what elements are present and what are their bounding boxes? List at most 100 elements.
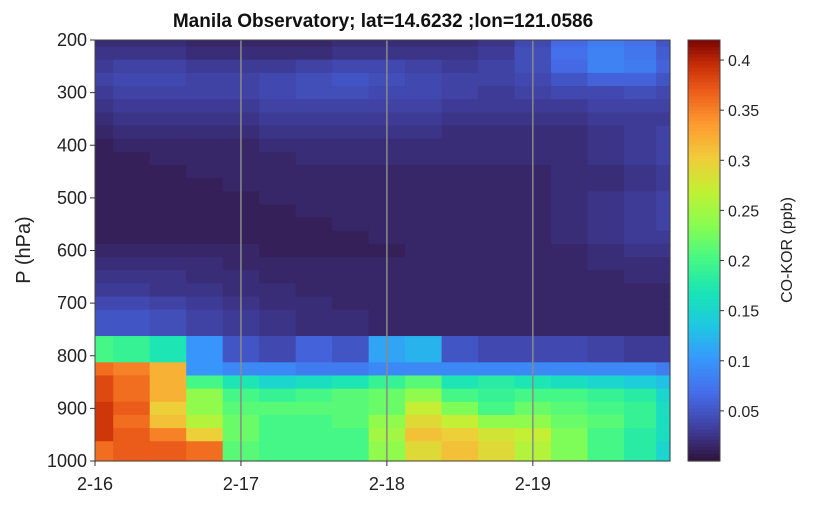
heatmap-cell — [259, 138, 297, 153]
heatmap-cell — [405, 178, 443, 192]
heatmap-cell — [295, 204, 333, 219]
colorbar-segment — [688, 232, 720, 238]
heatmap-cell — [405, 296, 443, 311]
heatmap-cell — [113, 414, 151, 429]
heatmap-cell — [441, 283, 479, 298]
heatmap-cell — [113, 99, 151, 113]
heatmap-cell — [478, 362, 516, 377]
heatmap-cell — [259, 257, 297, 271]
heatmap-cell — [332, 283, 370, 298]
heatmap-cell — [113, 204, 151, 219]
heatmap-cell — [587, 309, 625, 324]
heatmap-cell — [587, 349, 625, 363]
heatmap-cell — [259, 454, 297, 462]
heatmap-cell — [295, 362, 333, 377]
heatmap-cell — [113, 46, 151, 61]
heatmap-cell — [186, 401, 224, 416]
colorbar-segment — [688, 183, 720, 188]
heatmap-cell — [149, 362, 187, 377]
heatmap-cell — [405, 441, 443, 456]
heatmap-cell — [149, 296, 187, 311]
colorbar-segment — [688, 50, 720, 55]
heatmap-cell — [295, 414, 333, 429]
heatmap-cell — [441, 59, 479, 74]
heatmap-cell — [259, 441, 297, 456]
heatmap-cell — [441, 125, 479, 140]
colorbar-segment — [688, 155, 720, 160]
colorbar-segment — [688, 75, 720, 80]
colorbar-tick-label: 0.2 — [728, 254, 750, 271]
colorbar-segment — [688, 169, 720, 174]
heatmap-cell — [587, 59, 625, 74]
y-axis-label: P (hPa) — [13, 216, 35, 283]
colorbar-segment — [688, 376, 720, 381]
y-tick-label: 900 — [57, 398, 87, 418]
x-tick-label: 2-17 — [223, 474, 259, 494]
colorbar-segment — [688, 152, 720, 157]
heatmap-cell — [587, 336, 625, 350]
heatmap-cell — [149, 46, 187, 61]
heatmap-cell — [186, 428, 224, 442]
heatmap-cell — [149, 336, 187, 350]
heatmap-cell — [405, 72, 443, 87]
heatmap-cell — [259, 112, 297, 127]
heatmap-cell — [587, 454, 625, 462]
heatmap-cell — [624, 125, 657, 140]
heatmap-cell — [405, 125, 443, 140]
heatmap-cell — [587, 243, 625, 258]
heatmap-cell — [113, 191, 151, 206]
heatmap-cell — [656, 309, 671, 324]
colorbar-segment — [688, 64, 720, 69]
heatmap-cell — [149, 99, 187, 113]
colorbar-tick-label: 0.05 — [728, 404, 759, 421]
heatmap-cell — [259, 164, 297, 179]
colorbar-segment — [688, 57, 720, 62]
heatmap-cell — [95, 388, 114, 403]
heatmap-cell — [332, 151, 370, 166]
colorbar-segment — [688, 127, 720, 132]
heatmap-cell — [478, 86, 516, 100]
heatmap-cell — [95, 59, 114, 74]
heatmap-cell — [478, 309, 516, 324]
heatmap-cell — [441, 243, 479, 258]
colorbar-segment — [688, 145, 720, 150]
colorbar-segment — [688, 134, 720, 139]
heatmap-cell — [332, 296, 370, 311]
colorbar-segment — [688, 320, 720, 325]
heatmap-cell — [95, 138, 114, 153]
heatmap-cell — [587, 40, 625, 48]
colorbar-segment — [688, 401, 720, 406]
heatmap-cell — [656, 112, 671, 127]
colorbar-segment — [688, 215, 720, 220]
heatmap-cell — [551, 243, 589, 258]
heatmap-cell — [441, 112, 479, 127]
heatmap-cell — [587, 72, 625, 87]
heatmap-cell — [478, 125, 516, 140]
heatmap-cell — [295, 296, 333, 311]
colorbar-segment — [688, 162, 720, 167]
heatmap-cell — [587, 388, 625, 403]
heatmap-cell — [259, 204, 297, 219]
heatmap-cell — [95, 349, 114, 363]
heatmap-cell — [259, 191, 297, 206]
heatmap-cell — [149, 178, 187, 192]
heatmap-cell — [186, 164, 224, 179]
x-tick-label: 2-19 — [515, 474, 551, 494]
y-tick-label: 400 — [57, 135, 87, 155]
heatmap-cell — [405, 257, 443, 271]
heatmap-cell — [624, 296, 657, 311]
colorbar-segment — [688, 54, 720, 59]
heatmap-cell — [332, 138, 370, 153]
heatmap-cell — [441, 349, 479, 363]
heatmap-cell — [441, 401, 479, 416]
heatmap-cell — [332, 40, 370, 48]
heatmap-cell — [186, 46, 224, 61]
heatmap-cell — [149, 40, 187, 48]
colorbar-segment — [688, 197, 720, 202]
heatmap-cell — [295, 178, 333, 192]
heatmap-cell — [95, 428, 114, 442]
colorbar-tick-label: 0.25 — [728, 203, 759, 220]
heatmap-cell — [149, 204, 187, 219]
colorbar-segment — [688, 359, 720, 364]
heatmap-cell — [113, 151, 151, 166]
